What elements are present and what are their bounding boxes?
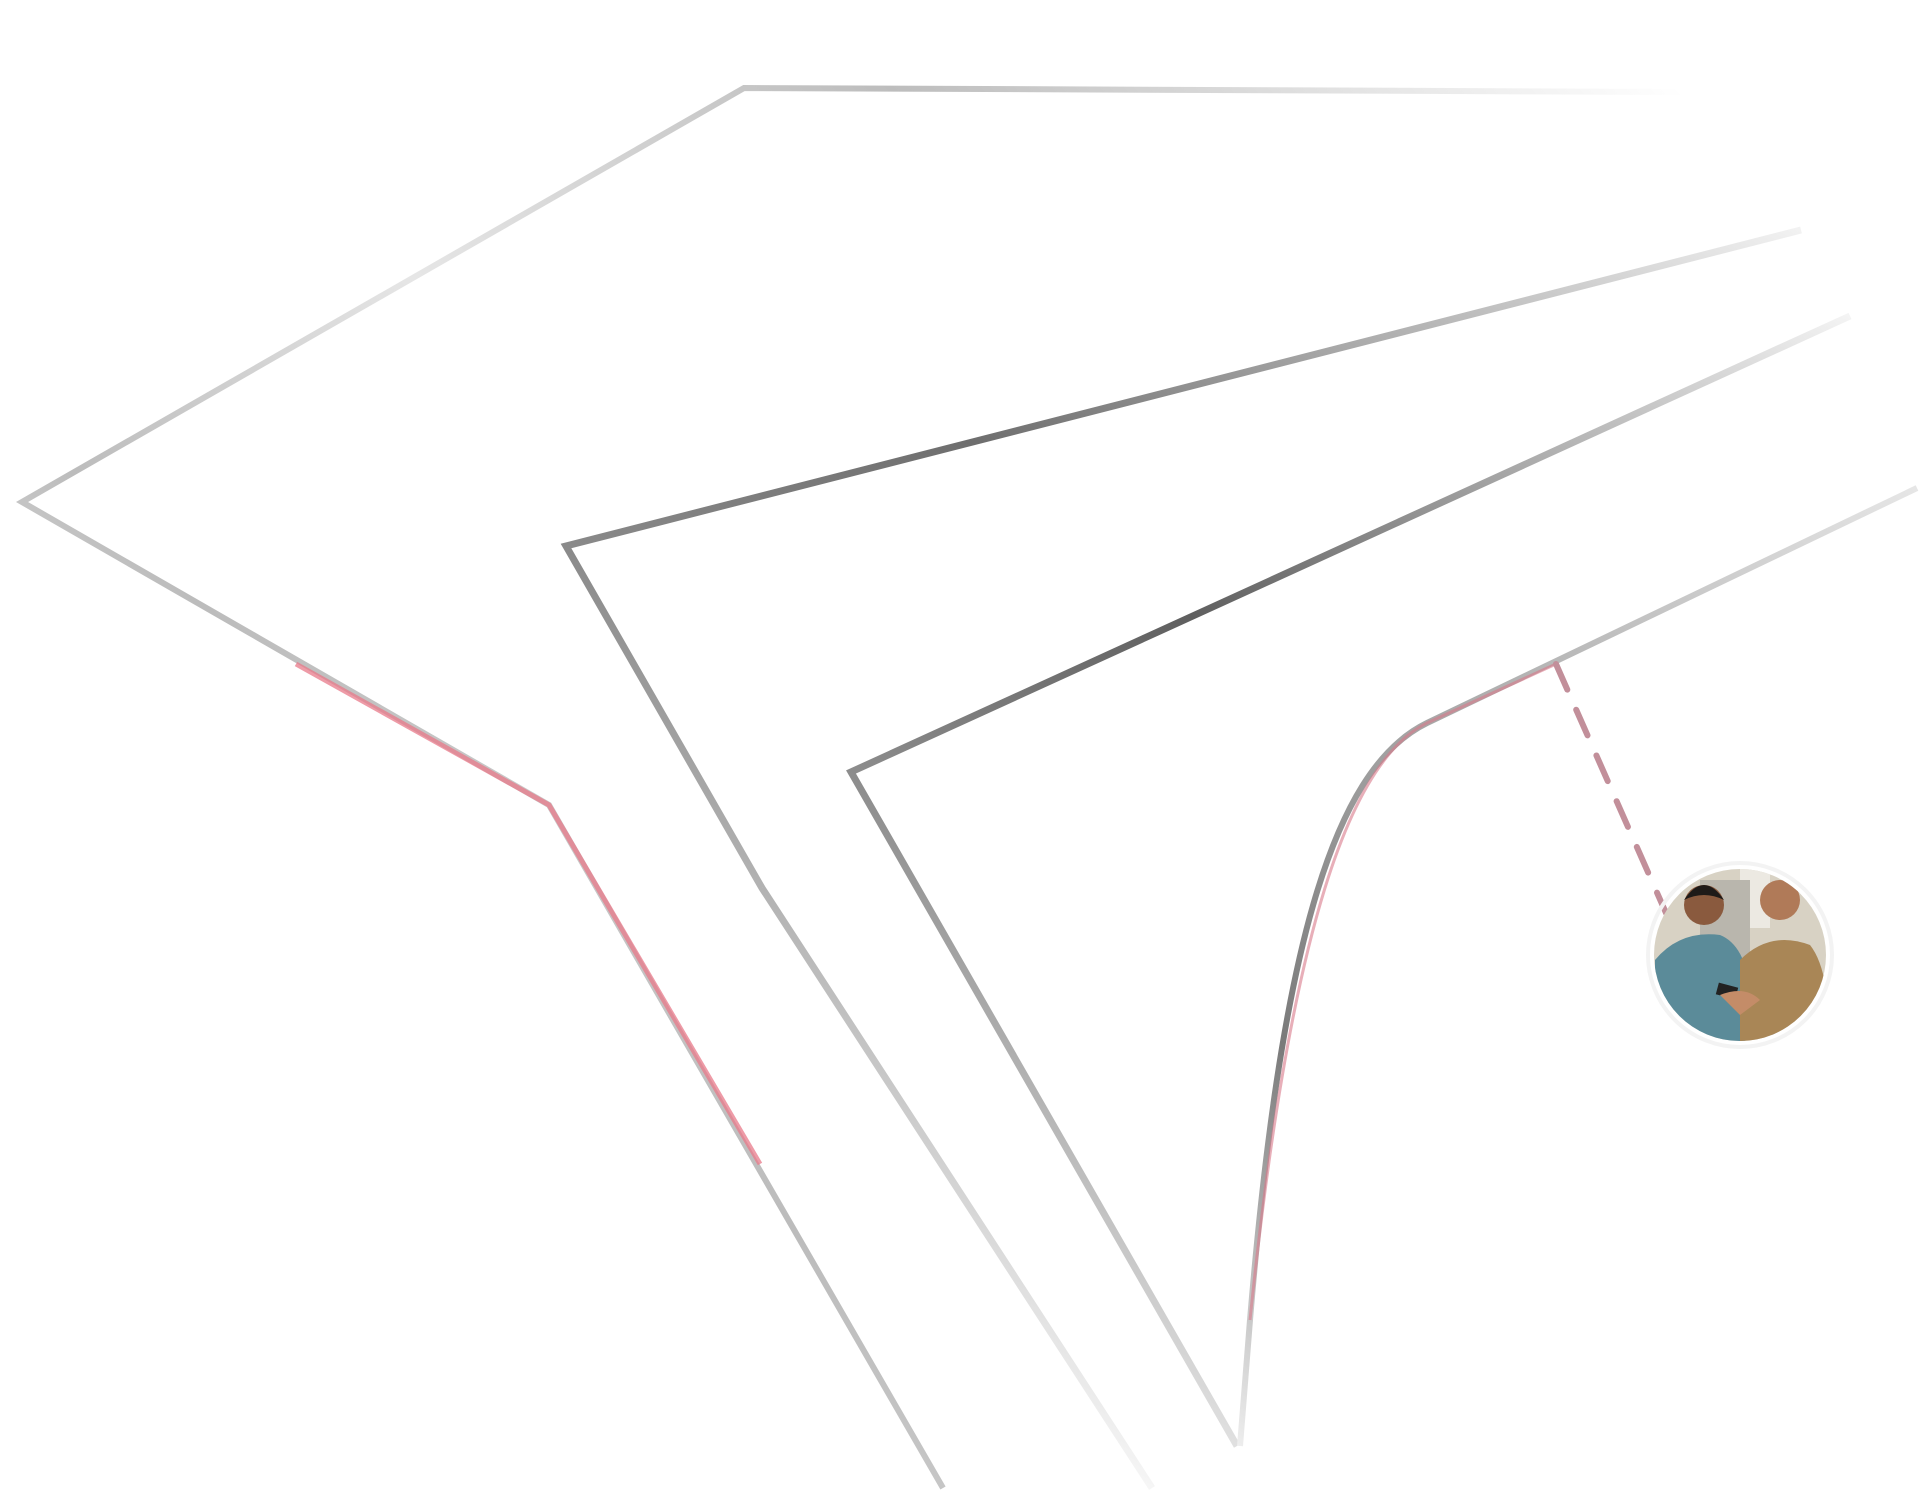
dashed-connector (1553, 661, 1669, 916)
route-line-third (846, 312, 1852, 1448)
people-in-car-photo (1654, 869, 1826, 1041)
route-line-second (560, 226, 1802, 1490)
route-line-outer (15, 84, 1681, 1490)
route-highlight-curved (1248, 662, 1557, 1321)
photo-ring (1646, 861, 1834, 1049)
route-highlight-outer (294, 661, 763, 1166)
